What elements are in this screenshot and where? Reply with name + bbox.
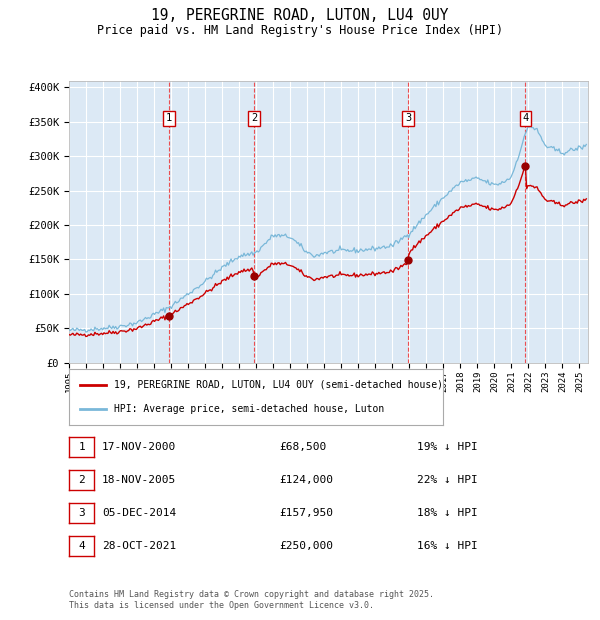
Text: 16% ↓ HPI: 16% ↓ HPI (417, 541, 478, 551)
Text: 19, PEREGRINE ROAD, LUTON, LU4 0UY: 19, PEREGRINE ROAD, LUTON, LU4 0UY (151, 8, 449, 23)
Text: 4: 4 (78, 541, 85, 551)
Text: 2: 2 (78, 475, 85, 485)
Text: Contains HM Land Registry data © Crown copyright and database right 2025.
This d: Contains HM Land Registry data © Crown c… (69, 590, 434, 609)
Text: 3: 3 (405, 113, 411, 123)
Text: 1: 1 (166, 113, 172, 123)
Text: 18-NOV-2005: 18-NOV-2005 (102, 475, 176, 485)
Text: 19, PEREGRINE ROAD, LUTON, LU4 0UY (semi-detached house): 19, PEREGRINE ROAD, LUTON, LU4 0UY (semi… (114, 379, 443, 389)
Text: £157,950: £157,950 (279, 508, 333, 518)
Text: 18% ↓ HPI: 18% ↓ HPI (417, 508, 478, 518)
Text: 17-NOV-2000: 17-NOV-2000 (102, 442, 176, 453)
Text: 4: 4 (522, 113, 529, 123)
Text: 2: 2 (251, 113, 257, 123)
Text: £250,000: £250,000 (279, 541, 333, 551)
Text: 05-DEC-2014: 05-DEC-2014 (102, 508, 176, 518)
Text: £124,000: £124,000 (279, 475, 333, 485)
Text: 19% ↓ HPI: 19% ↓ HPI (417, 442, 478, 453)
Text: 22% ↓ HPI: 22% ↓ HPI (417, 475, 478, 485)
Text: HPI: Average price, semi-detached house, Luton: HPI: Average price, semi-detached house,… (114, 404, 384, 414)
Text: 1: 1 (78, 442, 85, 453)
Text: 28-OCT-2021: 28-OCT-2021 (102, 541, 176, 551)
Text: Price paid vs. HM Land Registry's House Price Index (HPI): Price paid vs. HM Land Registry's House … (97, 24, 503, 37)
Text: £68,500: £68,500 (279, 442, 326, 453)
Text: 3: 3 (78, 508, 85, 518)
